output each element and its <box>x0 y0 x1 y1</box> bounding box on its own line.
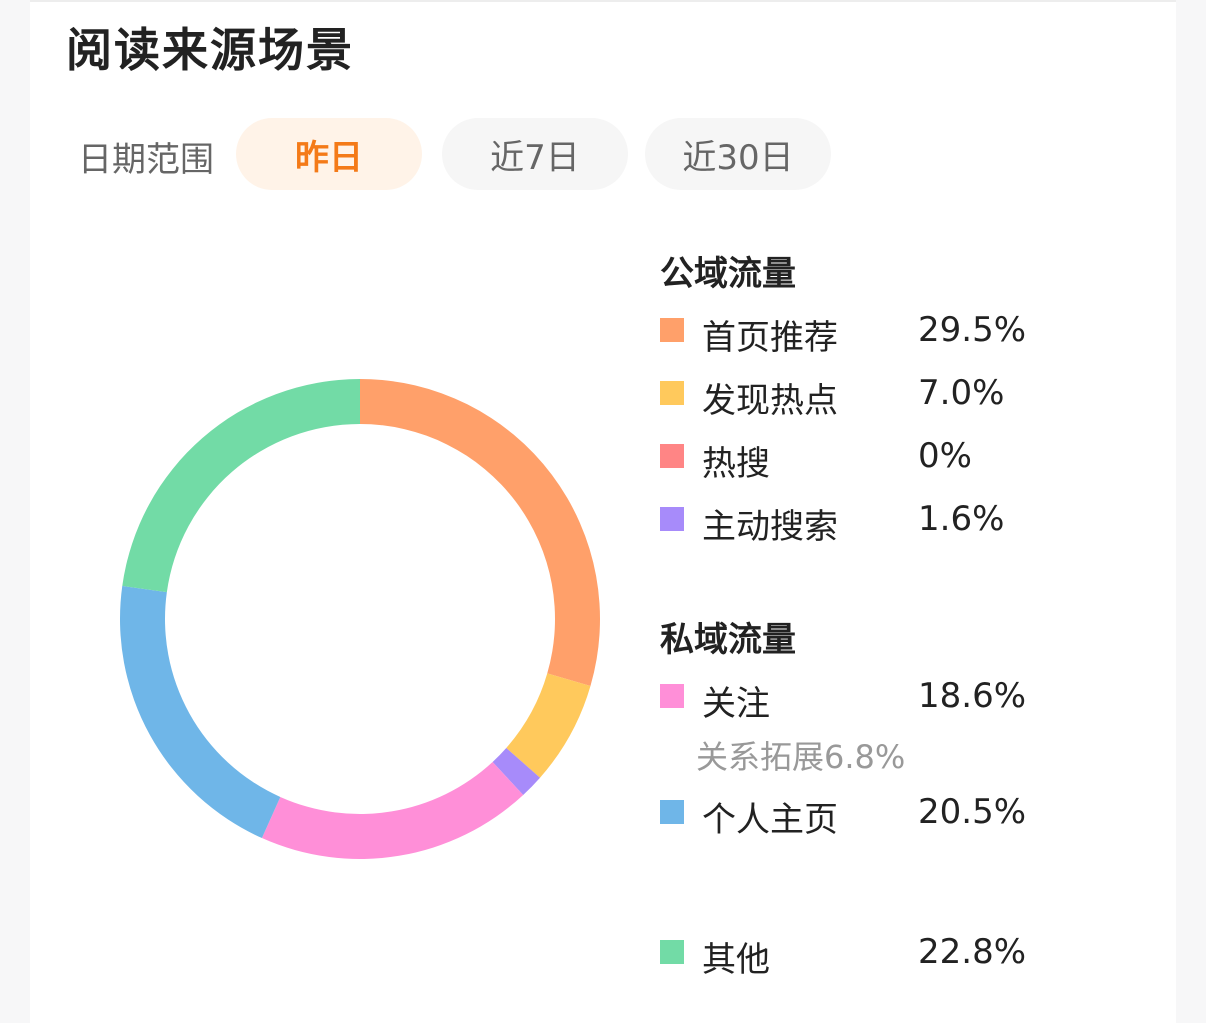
reading-source-card: 阅读来源场景 日期范围 昨日 近7日 近30日 公域流量 首页推荐 29.5% … <box>30 0 1176 1023</box>
legend-swatch <box>660 940 684 964</box>
legend-label: 发现热点 <box>702 381 838 421</box>
legend-label: 关注 <box>702 684 770 724</box>
legend-label: 主动搜索 <box>702 507 838 547</box>
donut-slices <box>119 379 600 859</box>
donut-slice-5 <box>119 585 281 839</box>
date-option-7days[interactable]: 近7日 <box>442 118 628 190</box>
public-traffic-title: 公域流量 <box>660 254 796 294</box>
legend-item-hot-search: 热搜 0% <box>660 436 1080 484</box>
private-traffic-title: 私域流量 <box>660 620 796 660</box>
date-range-label: 日期范围 <box>78 140 214 180</box>
date-option-30days[interactable]: 近30日 <box>645 118 831 190</box>
legend-swatch <box>660 381 684 405</box>
legend-value: 1.6% <box>918 499 1005 539</box>
legend-value: 0% <box>918 436 972 476</box>
page-title: 阅读来源场景 <box>66 23 354 77</box>
date-option-yesterday[interactable]: 昨日 <box>236 118 422 190</box>
relation-expansion-note: 关系拓展6.8% <box>696 738 906 776</box>
donut-slice-3 <box>492 747 541 795</box>
legend-value: 29.5% <box>918 310 1027 350</box>
legend-item-discover-hot: 发现热点 7.0% <box>660 373 1080 421</box>
legend-value: 20.5% <box>918 792 1027 832</box>
legend-label: 热搜 <box>702 444 770 484</box>
donut-slice-4 <box>261 761 524 859</box>
donut-slice-1 <box>506 673 591 778</box>
legend-swatch <box>660 800 684 824</box>
legend-item-follow: 关注 18.6% <box>660 676 1080 724</box>
legend-swatch <box>660 318 684 342</box>
legend-swatch <box>660 684 684 708</box>
donut-slice-6 <box>122 379 360 593</box>
legend-item-active-search: 主动搜索 1.6% <box>660 499 1080 547</box>
legend-item-profile: 个人主页 20.5% <box>660 792 1080 840</box>
legend-label: 首页推荐 <box>702 318 838 358</box>
legend-value: 22.8% <box>918 932 1027 972</box>
legend-label: 其他 <box>702 940 770 980</box>
legend-item-other: 其他 22.8% <box>660 932 1080 980</box>
legend-swatch <box>660 507 684 531</box>
donut-slice-0 <box>360 379 600 686</box>
legend-value: 18.6% <box>918 676 1027 716</box>
legend-value: 7.0% <box>918 373 1005 413</box>
legend-label: 个人主页 <box>702 800 838 840</box>
donut-chart <box>119 379 600 859</box>
legend-item-homepage: 首页推荐 29.5% <box>660 310 1080 358</box>
legend-swatch <box>660 444 684 468</box>
